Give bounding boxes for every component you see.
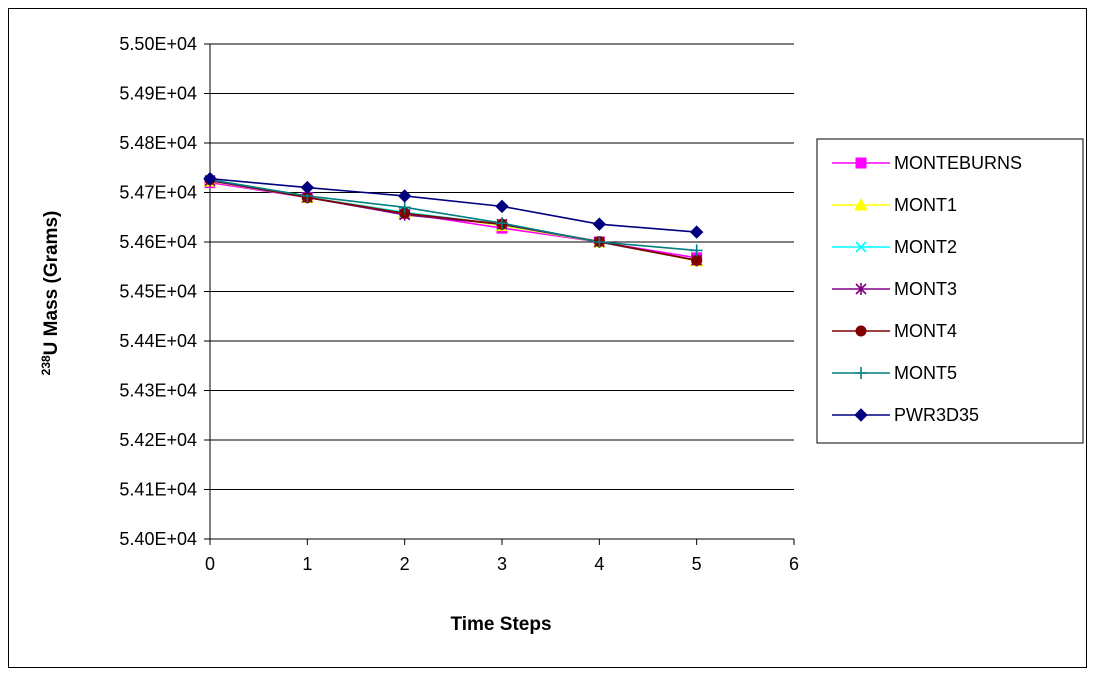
x-tick-label: 5	[692, 554, 702, 574]
data-point-mont5	[398, 201, 411, 214]
legend-label: MONT2	[894, 237, 957, 257]
y-tick-label: 5.43E+04	[119, 381, 197, 401]
data-point-pwr3d35	[300, 180, 315, 195]
data-point-mont4	[691, 254, 703, 266]
legend: MONTEBURNS MONT1 MONT2 MONT3 MONT4 MONT5 PWR3D…	[816, 138, 1084, 444]
legend-item-mont2: MONT2	[832, 237, 957, 257]
legend-item-mont3: MONT3	[832, 279, 957, 299]
y-tick-label: 5.45E+04	[119, 282, 197, 302]
y-axis-title: 238U Mass (Grams)	[39, 211, 62, 376]
y-tick-label: 5.44E+04	[119, 331, 197, 351]
legend-marker-mont2	[855, 241, 867, 253]
legend-marker-mont5	[855, 367, 867, 379]
series-markers	[203, 171, 704, 267]
series-lines	[209, 177, 697, 262]
y-tick-labels: 5.40E+04 5.41E+04 5.42E+04 5.43E+04 5.44E+04…	[119, 34, 197, 549]
series-line-mont4	[209, 178, 697, 262]
series-line-mont5	[209, 178, 697, 252]
legend-marker-mont4	[855, 325, 867, 337]
x-tick-label: 2	[400, 554, 410, 574]
data-point-pwr3d35	[397, 189, 412, 203]
x-tick-label: 6	[789, 554, 799, 574]
data-point-pwr3d35	[592, 217, 607, 231]
y-tick-label: 5.42E+04	[119, 430, 197, 450]
legend-label: PWR3D35	[894, 405, 979, 425]
series-line-pwr3d35	[209, 177, 697, 233]
data-point-mont5	[593, 236, 606, 248]
data-point-pwr3d35	[495, 199, 509, 214]
y-tick-label: 5.40E+04	[119, 529, 197, 549]
y-axis-title-main: U Mass (Grams)	[41, 211, 62, 356]
legend-item-mont5: MONT5	[832, 363, 957, 383]
legend-label: MONT1	[894, 195, 957, 215]
data-point-mont5	[496, 217, 508, 230]
data-point-mont5	[690, 244, 703, 257]
data-point-pwr3d35	[203, 171, 217, 186]
legend-marker-monteburns	[855, 157, 867, 169]
y-tick-label: 5.50E+04	[119, 34, 197, 54]
legend-label: MONTEBURNS	[894, 153, 1022, 173]
legend-marker-pwr3d35	[854, 408, 868, 422]
x-tick-label: 4	[594, 554, 604, 574]
legend-box	[816, 138, 1084, 444]
legend-label: MONT3	[894, 279, 957, 299]
data-point-pwr3d35	[689, 225, 704, 239]
legend-marker-mont1	[854, 197, 868, 211]
x-tick-label: 0	[205, 554, 215, 574]
x-tick-label: 1	[302, 554, 312, 574]
y-axis-title-superscript: 238	[39, 355, 53, 375]
axes	[209, 44, 795, 545]
gridlines	[204, 43, 794, 540]
legend-item-mont1: MONT1	[832, 195, 957, 215]
legend-label: MONT5	[894, 363, 957, 383]
y-tick-label: 5.46E+04	[119, 232, 197, 252]
x-axis-title: Time Steps	[450, 614, 551, 635]
legend-label: MONT4	[894, 321, 957, 341]
legend-marker-mont3	[855, 283, 867, 295]
legend-item-pwr3d35: PWR3D35	[832, 405, 979, 425]
y-tick-label: 5.49E+04	[119, 84, 197, 104]
y-tick-label: 5.48E+04	[119, 133, 197, 153]
x-tick-labels: 0 1 2 3 4 5 6	[205, 554, 799, 574]
y-tick-label: 5.41E+04	[119, 480, 197, 500]
legend-item-monteburns: MONTEBURNS	[832, 153, 1022, 173]
y-tick-label: 5.47E+04	[119, 183, 197, 203]
x-tick-label: 3	[497, 554, 507, 574]
legend-item-mont4: MONT4	[832, 321, 957, 341]
